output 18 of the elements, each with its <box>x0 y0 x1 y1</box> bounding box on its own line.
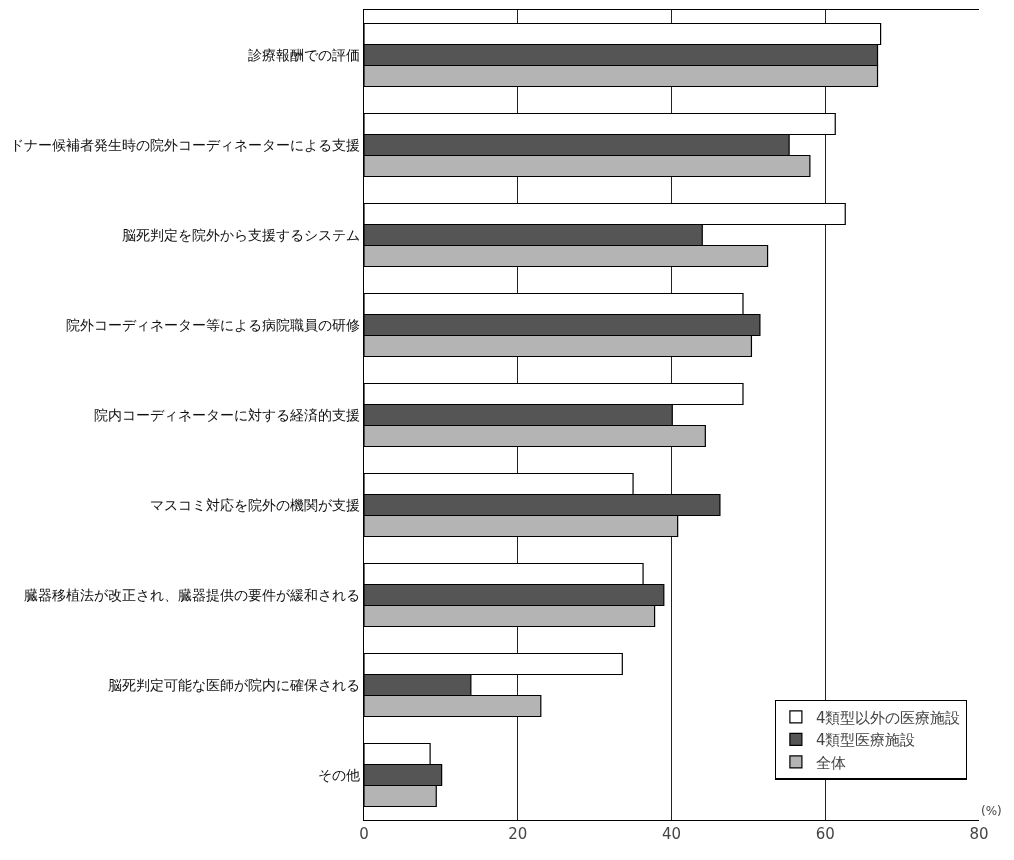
x-tick-label: 0 <box>359 825 369 843</box>
legend-label: 4類型医療施設 <box>815 731 916 750</box>
y-tick-label: マスコミ対応を院外の機関が支援 <box>150 496 361 513</box>
legend-label: 全体 <box>815 753 846 772</box>
legend-label: 4類型以外の医療施設 <box>815 708 961 727</box>
x-tick-label: 80 <box>969 825 989 843</box>
x-axis-title: (%) <box>981 804 1002 818</box>
y-tick-label: 臓器移植法が改正され、臓器提供の要件が緩和される <box>24 586 361 603</box>
x-tick-label: 60 <box>815 825 835 843</box>
y-tick-label: その他 <box>318 766 361 783</box>
y-tick-label: 診療報酬での評価 <box>248 46 361 63</box>
y-tick-label: ドナー候補者発生時の院外コーディネーターによる支援 <box>10 136 361 153</box>
y-tick-label: 院外コーディネーター等による病院職員の研修 <box>66 316 361 333</box>
y-tick-label: 脳死判定を院外から支援するシステム <box>122 226 361 243</box>
y-tick-label: 院内コーディネーターに対する経済的支援 <box>94 406 361 423</box>
y-tick-label: 脳死判定可能な医師が院内に確保される <box>108 676 361 693</box>
x-tick-label: 40 <box>661 825 682 843</box>
x-tick-label: 20 <box>508 825 528 843</box>
